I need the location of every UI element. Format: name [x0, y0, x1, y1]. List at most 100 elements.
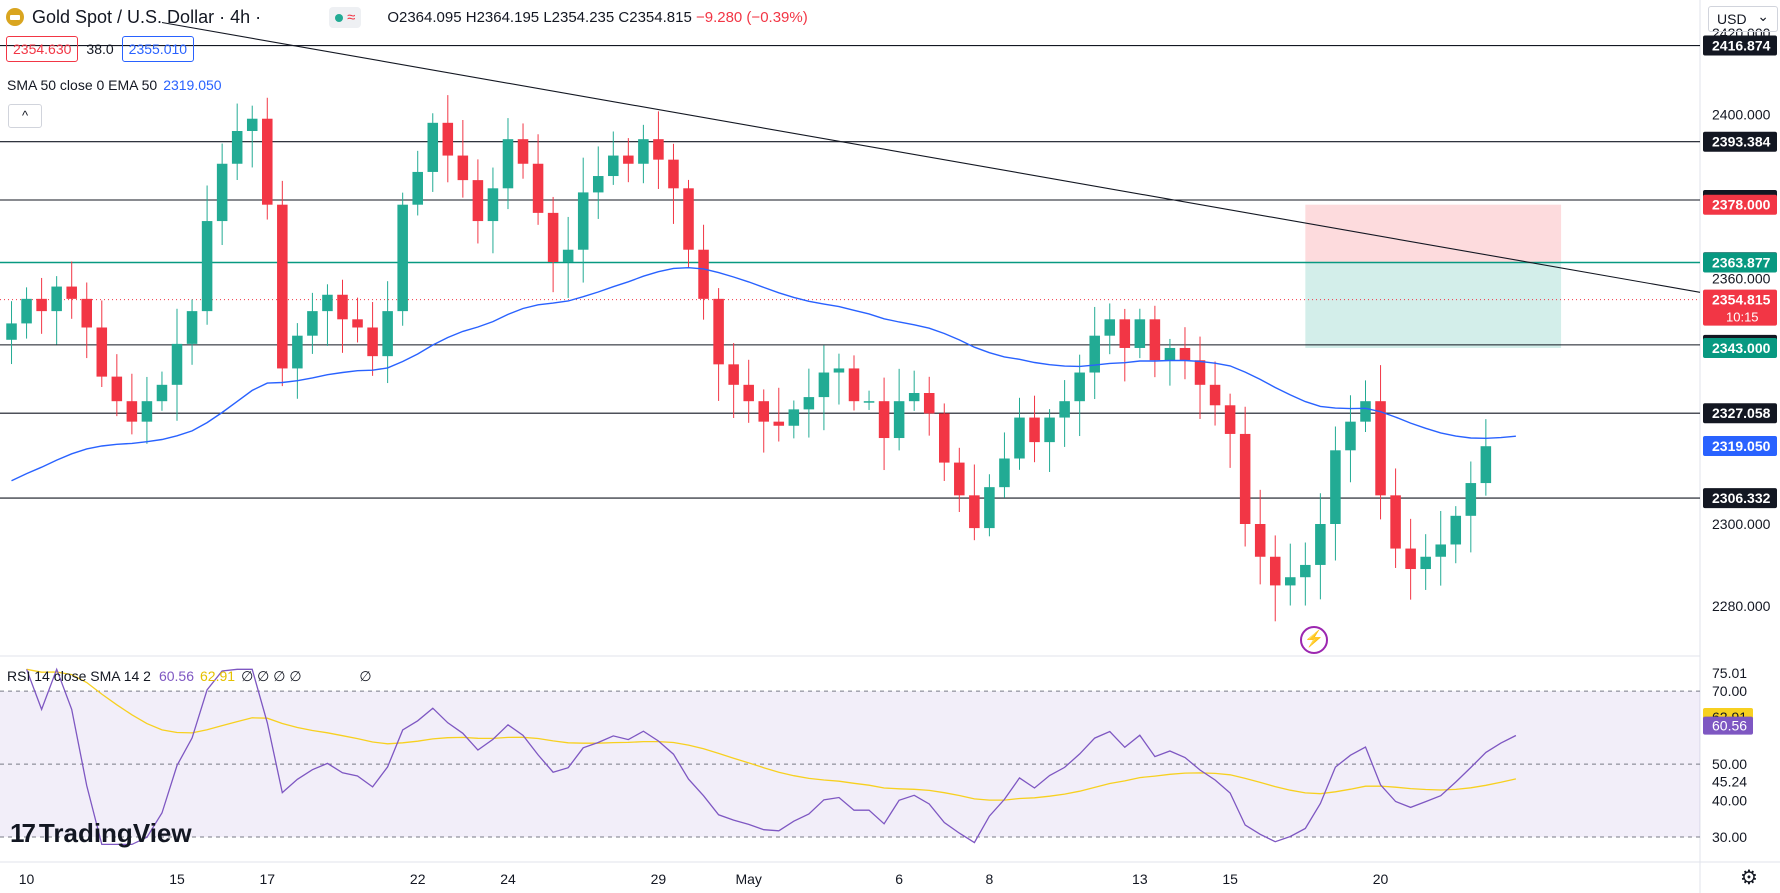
ema50-line [11, 266, 1516, 482]
candle-body [246, 118, 258, 131]
candle-body [1209, 384, 1221, 406]
candle-body [1435, 544, 1446, 557]
candle-body [1300, 564, 1311, 578]
time-axis-label: 24 [500, 871, 516, 887]
price-label-box [1703, 289, 1777, 326]
candle-body [186, 311, 198, 344]
time-axis-label: 20 [1373, 871, 1389, 887]
candle-body [81, 298, 93, 328]
candle-body [262, 118, 273, 205]
candle-body [1315, 524, 1326, 565]
buy-button[interactable]: 2355.010 [121, 36, 195, 62]
bid-ask-panel: 2354.630 38.0 2355.010 [6, 36, 195, 62]
candle-body [863, 401, 875, 403]
countdown-text: 10:15 [1726, 310, 1759, 325]
currency-select[interactable]: USD [1708, 4, 1778, 32]
price-label-box [1703, 252, 1777, 273]
time-axis-label: 15 [169, 871, 185, 887]
candle-body [562, 249, 574, 262]
candle-body [427, 122, 439, 172]
ohlc-low: L2354.235 [543, 8, 615, 26]
candle-body [397, 204, 408, 312]
candle-body [592, 176, 604, 193]
candle-body [1179, 347, 1191, 361]
price-label-text: 2363.877 [1712, 255, 1771, 271]
gold-symbol-icon [6, 8, 24, 26]
rsi-axis-tick: 70.00 [1712, 683, 1747, 699]
candle-body [1330, 450, 1341, 524]
candle-body [608, 155, 619, 177]
rsi-axis-tick: 30.00 [1712, 829, 1747, 845]
candle-body [1420, 556, 1431, 570]
position-target-zone [1305, 262, 1562, 348]
candle-body [848, 368, 860, 402]
price-label-text: 2360.000 [1712, 270, 1771, 286]
candle-body [788, 409, 800, 426]
candle-body [1390, 495, 1401, 549]
candle-body [1480, 446, 1492, 484]
candle-body [743, 384, 754, 402]
settings-gear-icon[interactable]: ⚙ [1740, 867, 1758, 889]
rsi-axis-tick: 60.56 [1712, 718, 1747, 734]
candle-body [36, 298, 47, 312]
candle-body [231, 131, 243, 164]
candle-body [1074, 372, 1085, 402]
time-axis-label: 8 [985, 871, 993, 887]
market-status[interactable]: ≈ [329, 6, 362, 28]
candle-body [292, 335, 303, 369]
candle-body [1375, 401, 1386, 496]
candle-body [472, 180, 484, 222]
candle-body [502, 139, 514, 189]
price-label-box [1703, 436, 1777, 457]
candle-body [171, 343, 183, 385]
candle-body [878, 401, 890, 439]
candle-body [1405, 548, 1416, 570]
ohlc-readout: O2364.095 H2364.195 L2354.235 C2354.815 … [387, 9, 807, 26]
rsi-axis-tick: 40.00 [1712, 793, 1747, 809]
candle-body [1014, 417, 1025, 459]
candle-body [954, 462, 965, 496]
rsi-axis-tick: 50.00 [1712, 756, 1747, 772]
candle-body [517, 139, 529, 164]
price-label-box [1703, 131, 1777, 152]
candle-body [156, 384, 168, 402]
ohlc-close: C2354.815 [618, 8, 692, 26]
market-open-dot-icon [335, 13, 344, 22]
candle-body [1269, 556, 1281, 586]
ma-legend-value: 2319.050 [163, 77, 222, 93]
candle-body [216, 163, 228, 222]
candle-body [1119, 319, 1131, 348]
candle-body [939, 413, 950, 463]
candle-body [547, 212, 559, 262]
candle-body [758, 401, 769, 422]
ohlc-open: O2364.095 [387, 8, 462, 26]
sell-button[interactable]: 2354.630 [6, 36, 79, 62]
candle-body [66, 286, 77, 299]
rsi-legend[interactable]: RSI 14 close SMA 14 2 60.56 62.91 ∅ ∅ ∅ ∅ ∅ [7, 668, 372, 685]
events-bolt-icon[interactable]: ⚡ [1300, 626, 1328, 654]
candle-body [1089, 335, 1100, 373]
rsi-legend-value: 60.56 [158, 668, 195, 684]
rsi-sma-line [26, 668, 1517, 801]
price-label-box [1703, 35, 1777, 56]
rsi-legend-extra2: ∅ [359, 668, 372, 684]
candle-body [457, 155, 469, 181]
price-label-box [1703, 194, 1777, 215]
price-label-text: 2393.384 [1712, 134, 1771, 150]
collapse-legend-button[interactable]: ^ [8, 104, 42, 128]
price-axis-tick: 2400.000 [1712, 107, 1771, 123]
candle-body [1224, 405, 1236, 434]
candle-body [367, 327, 378, 357]
candle-body [923, 393, 935, 414]
trend-line [161, 21, 1701, 293]
candle-body [382, 311, 393, 357]
candle-body [412, 171, 423, 205]
rsi-legend-label: RSI 14 close SMA 14 2 [7, 668, 151, 684]
candle-body [683, 188, 694, 250]
price-label-box [1703, 488, 1777, 509]
ma-legend[interactable]: SMA 50 close 0 EMA 50 2319.050 [7, 77, 222, 93]
symbol-title[interactable]: Gold Spot / U.S. Dollar · 4h · [32, 6, 262, 27]
price-label-text: 2306.332 [1712, 490, 1771, 506]
candle-body [1134, 319, 1146, 348]
